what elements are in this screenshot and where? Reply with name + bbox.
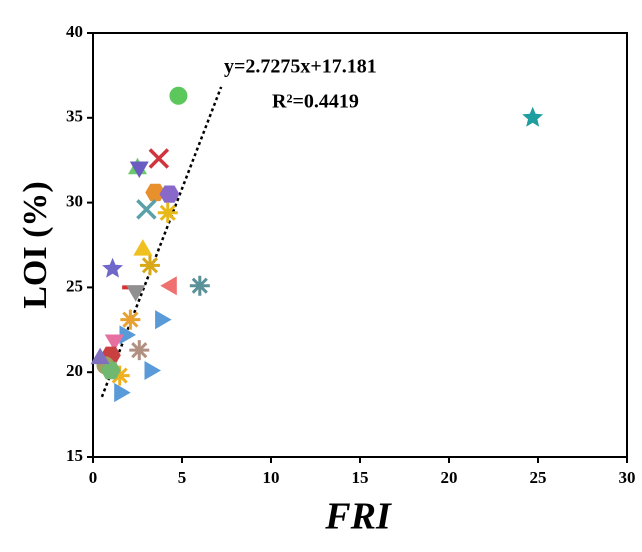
point [145,183,166,202]
y-tick-label: 20 [66,361,83,380]
y-tick-label: 35 [66,107,83,126]
point [522,106,544,127]
y-tick-label: 25 [66,276,83,295]
point [159,185,180,203]
point [136,199,157,220]
x-tick-label: 20 [441,468,458,487]
x-axis-label: FRI [324,496,392,538]
point [155,310,172,330]
point [90,347,110,365]
point [129,340,150,361]
point [104,334,124,351]
annotation: y=2.7275x+17.181 [224,56,377,78]
point [126,285,146,302]
point [133,239,153,256]
x-tick-label: 25 [530,468,547,487]
point [129,161,149,178]
point [120,309,141,330]
x-tick-label: 30 [619,468,636,487]
point [100,361,121,380]
y-axis-label: LOI (%) [17,181,54,309]
point [157,202,178,223]
point [119,325,136,345]
point [144,361,161,380]
x-tick-label: 0 [89,468,98,487]
x-tick-label: 10 [263,468,280,487]
point [102,257,123,278]
x-tick-label: 5 [178,468,187,487]
annotation: R²=0.4419 [272,91,359,113]
point [114,383,131,403]
x-tick-label: 15 [352,468,369,487]
y-tick-label: 15 [66,446,83,465]
y-tick-label: 30 [66,192,83,211]
point [148,148,170,169]
y-tick-label: 40 [66,22,83,41]
point [109,365,130,386]
point [160,276,177,296]
point [189,275,210,296]
fit-line [100,86,223,398]
point [169,86,188,105]
point [139,255,160,276]
